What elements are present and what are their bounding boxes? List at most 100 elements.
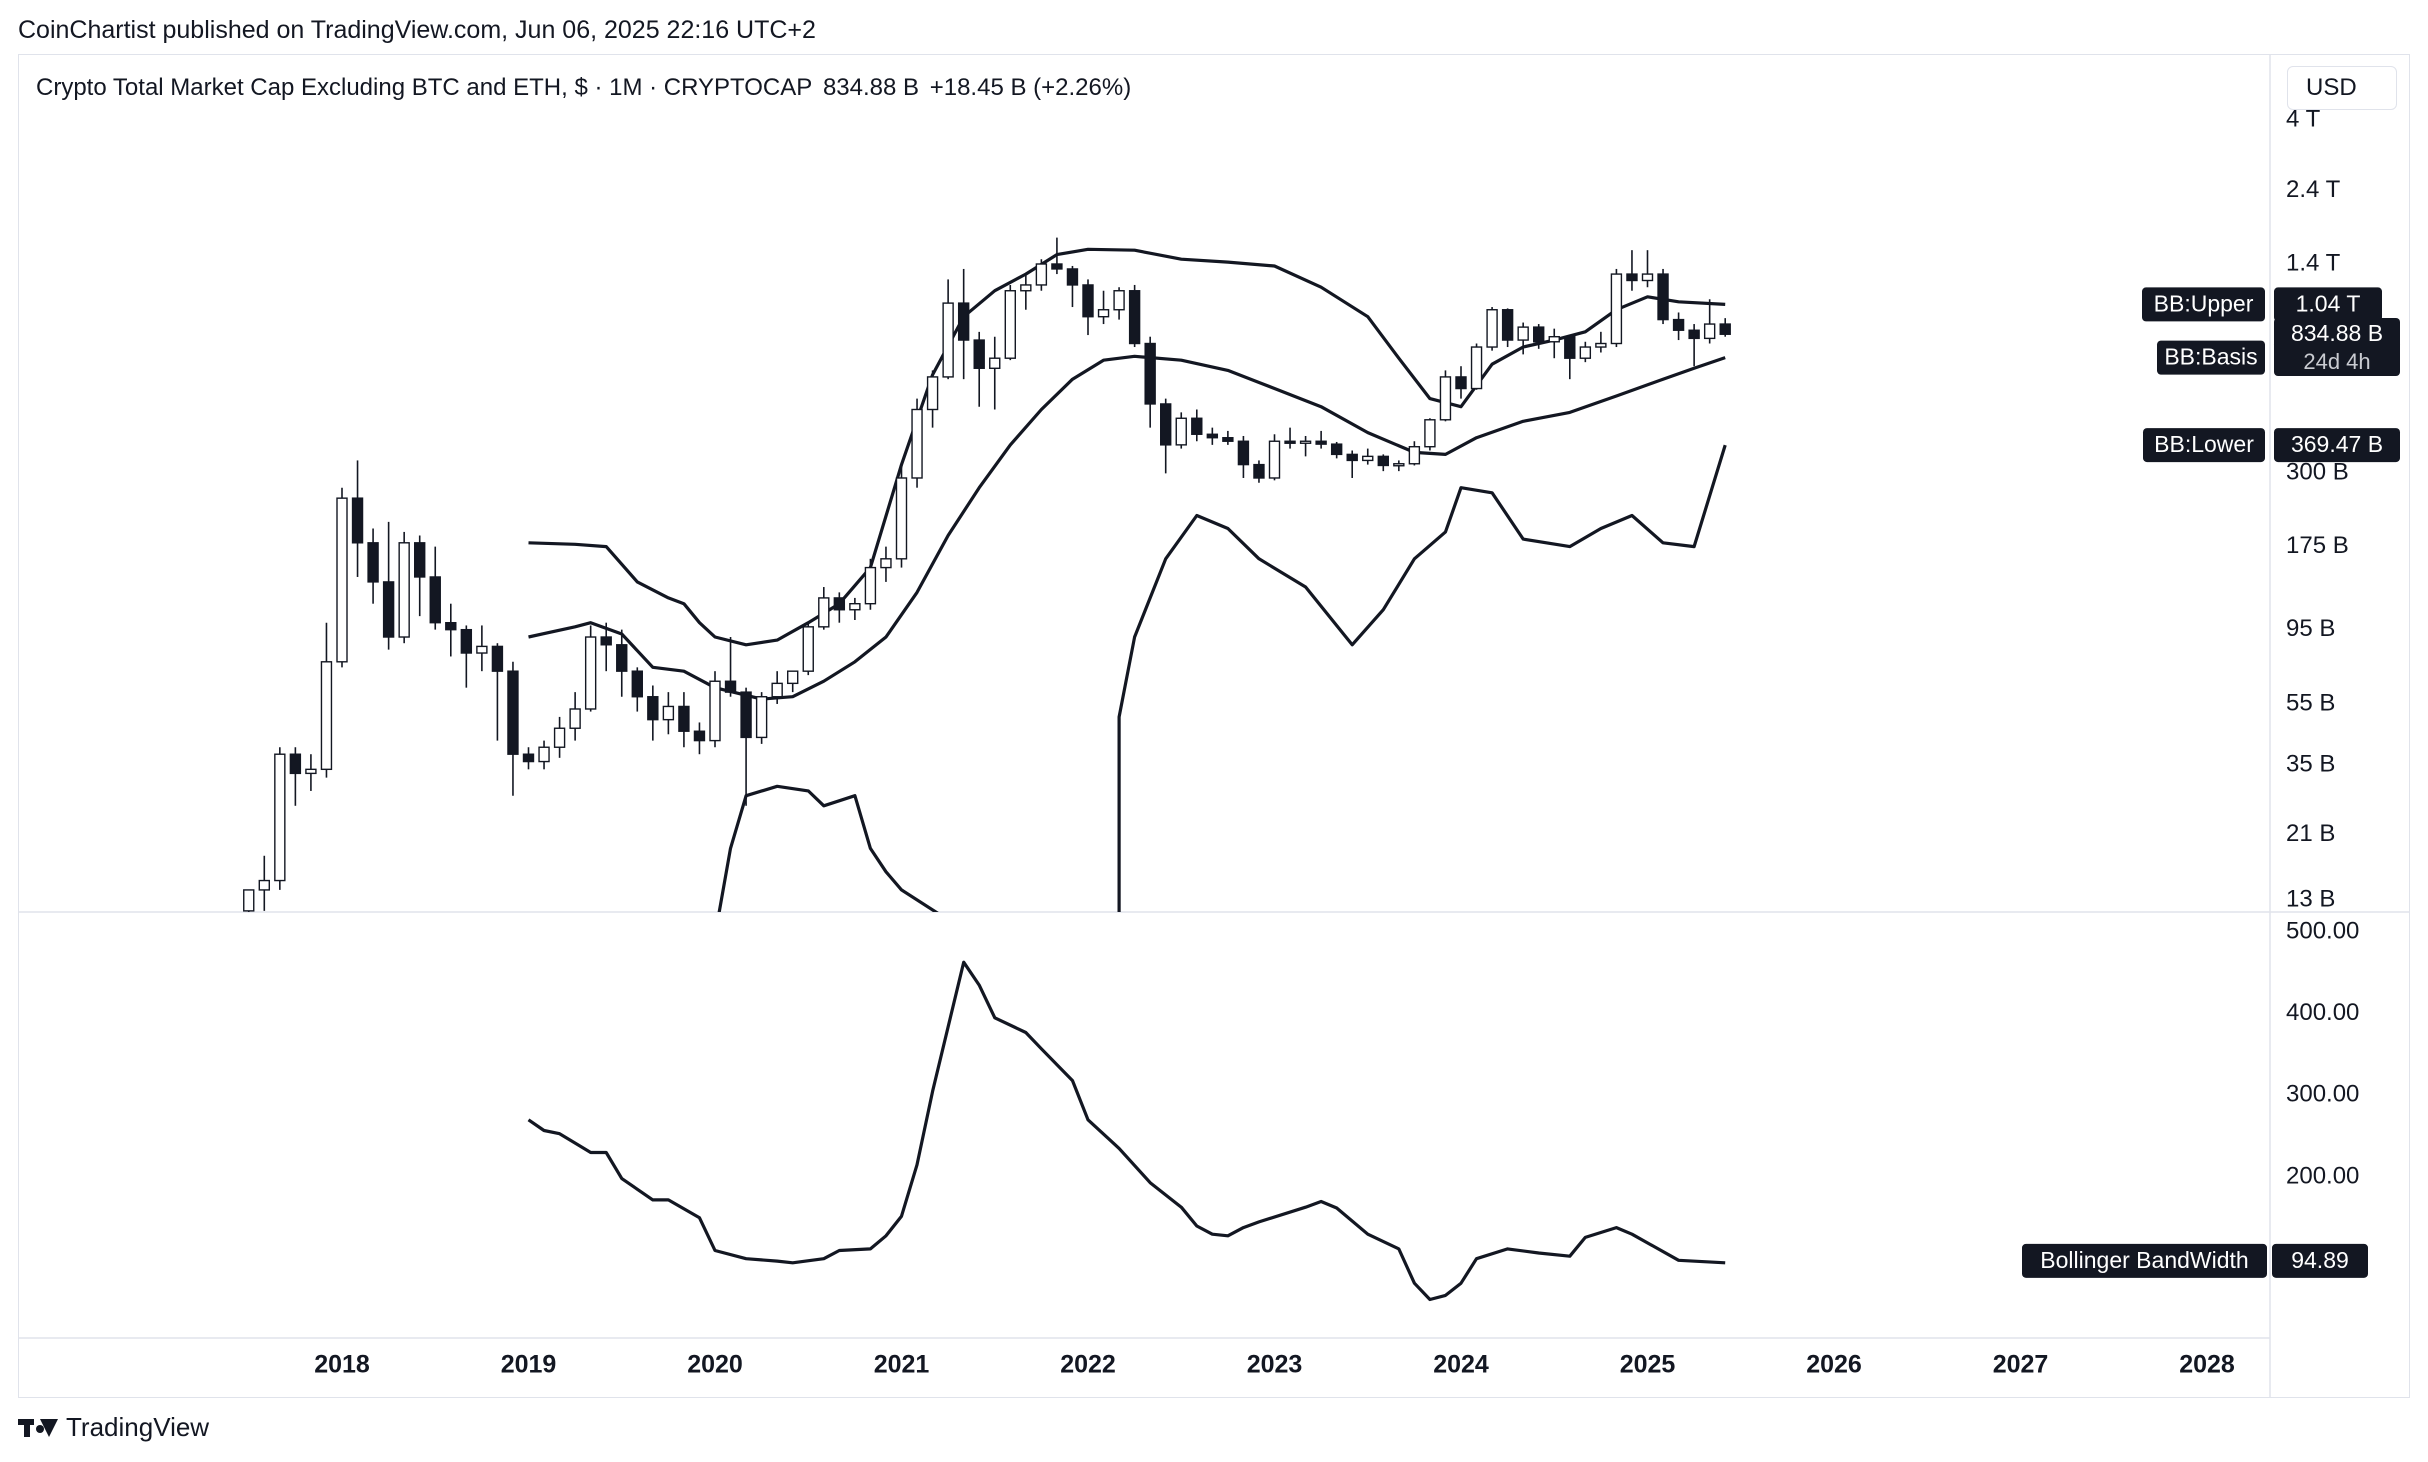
candle (989, 336, 1001, 410)
candle-body-down (1144, 342, 1156, 405)
price-axis-tick: 2.4 T (2286, 176, 2341, 203)
candle (787, 670, 799, 693)
candle-body-up (553, 727, 566, 748)
candle-body-up (476, 645, 488, 654)
bandwidth-axis-tick: 500.00 (2286, 917, 2359, 944)
candle-body-up (1175, 417, 1187, 446)
bb-upper-name-tag-text: BB:Upper (2154, 290, 2254, 316)
candle (600, 622, 612, 672)
bandwidth-name-tag-bg (2022, 1243, 2267, 1278)
bb-upper-name-tag: BB:Upper (2142, 287, 2265, 322)
candle (849, 597, 861, 621)
candle (678, 692, 690, 748)
candle-body-down (1222, 437, 1234, 442)
candle (1672, 312, 1685, 341)
candle-body-down (693, 730, 706, 742)
brand-name: TradingView (66, 1412, 210, 1442)
candle-body-down (1160, 403, 1172, 446)
candle (1128, 284, 1141, 348)
price-pane (243, 237, 1731, 912)
candle-body-up (895, 477, 908, 560)
bandwidth-line (527, 960, 1726, 1302)
candle-body-down (429, 576, 441, 624)
candle-body-up (1004, 290, 1016, 359)
candle (258, 855, 270, 911)
candle (1424, 418, 1436, 451)
candle-body-up (818, 597, 830, 628)
candle-body-down (1237, 440, 1250, 466)
candle (1175, 412, 1187, 449)
bb-lower-name-tag-text: BB:Lower (2154, 431, 2254, 457)
symbol-title[interactable]: Crypto Total Market Cap Excluding BTC an… (36, 74, 813, 101)
candle (1548, 328, 1560, 359)
candle-body-down (1128, 290, 1141, 345)
candle (1330, 441, 1343, 459)
candle (351, 460, 364, 577)
candle-body-up (1035, 263, 1048, 286)
candle (522, 747, 535, 770)
candle (1610, 268, 1623, 348)
candle (382, 521, 395, 650)
currency-selector[interactable]: USD (2287, 66, 2397, 110)
price-tag: 834.88 B 24d 4h (2274, 318, 2400, 376)
tradingview-brand[interactable]: TradingView (18, 1412, 209, 1443)
candle (957, 268, 970, 380)
candle (491, 643, 504, 741)
candle-body-up (1299, 440, 1312, 444)
candle (1004, 284, 1016, 361)
candle-body-up (1362, 455, 1374, 462)
bb-lower-line (717, 444, 1727, 912)
candle (243, 889, 255, 912)
candle-body-down (1672, 318, 1685, 331)
candle (1315, 430, 1327, 449)
candle-body-up (709, 680, 721, 742)
candle-body-down (445, 621, 457, 631)
candle (1377, 454, 1389, 472)
candle-body-up (911, 408, 923, 479)
candle (662, 692, 675, 735)
bandwidth-axis-tick: 400.00 (2286, 999, 2359, 1026)
candle (398, 531, 410, 644)
candle-body-up (1424, 419, 1436, 448)
bb-upper-line (528, 247, 1726, 647)
candle (584, 625, 597, 712)
candle (1082, 279, 1094, 336)
candle-body-up (1641, 273, 1654, 282)
candle (1066, 265, 1079, 308)
candle-body-down (616, 644, 628, 672)
candle (1284, 427, 1296, 449)
bb-upper-value-tag-text: 1.04 T (2296, 290, 2361, 316)
candle (693, 722, 706, 755)
chart-frame (18, 54, 2410, 1398)
candle-body-down (522, 753, 535, 763)
candle-body-down (1564, 336, 1576, 359)
candle (1253, 460, 1265, 483)
bandwidth-pane (527, 960, 1726, 1302)
publisher-line: CoinChartist published on TradingView.co… (18, 16, 816, 44)
candle (926, 370, 939, 428)
bandwidth-value-tag-text: 94.89 (2291, 1247, 2349, 1273)
candle (1641, 250, 1654, 288)
candle-body-up (243, 889, 255, 912)
price-axis-tick: 1.4 T (2286, 249, 2341, 276)
bandwidth-value-tag-bg (2272, 1243, 2368, 1278)
bandwidth-axis-tick: 200.00 (2286, 1162, 2359, 1189)
candle (1299, 435, 1312, 457)
candle (1439, 370, 1452, 422)
candle (1051, 237, 1063, 275)
candle-body-up (1610, 273, 1623, 345)
bandwidth-axis-tick: 300.00 (2286, 1081, 2359, 1108)
candle (755, 692, 768, 744)
candle (320, 622, 333, 778)
candle (460, 625, 473, 688)
candle (1470, 343, 1483, 390)
candle-body-up (336, 497, 348, 663)
candle (833, 592, 846, 623)
bandwidth-name-tag-text: Bollinger BandWidth (2040, 1247, 2248, 1273)
candle (1657, 268, 1669, 325)
candle (802, 622, 814, 676)
bb-lower-value-tag-bg (2274, 428, 2400, 463)
bandwidth-value-tag: 94.89 (2272, 1243, 2368, 1278)
candle (1703, 299, 1716, 344)
